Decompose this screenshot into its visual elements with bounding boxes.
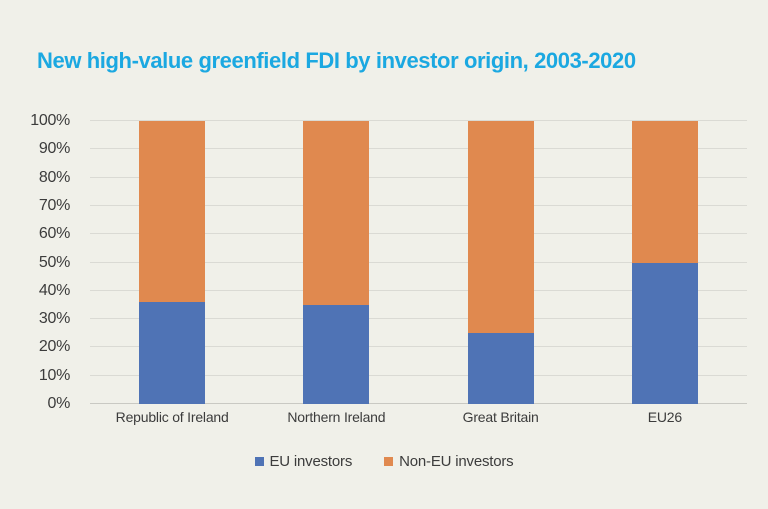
chart-title: New high-value greenfield FDI by investo… bbox=[37, 48, 636, 73]
legend-label: Non-EU investors bbox=[399, 453, 514, 470]
bar-segment-non-eu-investors bbox=[631, 121, 698, 263]
gridline-90 bbox=[90, 148, 747, 150]
x-axis-label-northern-ireland: Northern Ireland bbox=[287, 409, 386, 425]
bar-segment-eu-investors bbox=[467, 333, 534, 404]
bar-segment-non-eu-investors bbox=[467, 121, 534, 334]
bar-segment-eu-investors bbox=[139, 302, 206, 404]
stacked-bar bbox=[303, 121, 370, 404]
bar-segment-non-eu-investors bbox=[303, 121, 370, 305]
legend-item-eu-investors: EU investors bbox=[254, 453, 353, 470]
x-axis: Republic of Ireland Northern Ireland Great… bbox=[90, 409, 747, 425]
gridline-70 bbox=[90, 204, 747, 206]
bar-slot-great-britain bbox=[419, 121, 583, 404]
gridline-80 bbox=[90, 176, 747, 178]
legend-label: EU investors bbox=[269, 453, 353, 470]
bar-slot-eu26 bbox=[583, 121, 747, 404]
gridline-20 bbox=[90, 346, 747, 348]
bar-segment-non-eu-investors bbox=[139, 121, 206, 303]
bars-container bbox=[90, 121, 747, 404]
y-tick-label-100: 100% bbox=[30, 112, 70, 129]
legend-swatch-icon bbox=[254, 457, 264, 466]
legend: EU investors Non-EU investors bbox=[0, 453, 768, 470]
stacked-bar bbox=[467, 121, 534, 404]
y-tick-label-10: 10% bbox=[38, 366, 70, 384]
stacked-bar bbox=[139, 121, 206, 404]
bar-slot-northern-ireland bbox=[254, 121, 418, 404]
x-axis-label-great-britain: Great Britain bbox=[462, 409, 539, 425]
y-tick-label-50: 50% bbox=[38, 253, 70, 271]
bar-slot-republic-of-ireland bbox=[90, 121, 254, 404]
bar-segment-eu-investors bbox=[631, 262, 698, 404]
gridline-30 bbox=[90, 318, 747, 320]
y-tick-label-20: 20% bbox=[38, 338, 70, 356]
y-tick-label-40: 40% bbox=[38, 281, 70, 299]
gridline-40 bbox=[90, 289, 747, 291]
legend-item-non-eu-investors: Non-EU investors bbox=[384, 453, 514, 470]
y-tick-label-70: 70% bbox=[38, 196, 70, 214]
gridline-50 bbox=[90, 261, 747, 263]
legend-swatch-icon bbox=[384, 457, 394, 466]
plot-area bbox=[90, 120, 747, 404]
stacked-bar bbox=[631, 121, 698, 404]
gridline-10 bbox=[90, 374, 747, 376]
y-tick-label-0: 0% bbox=[47, 395, 70, 412]
y-tick-label-60: 60% bbox=[38, 225, 70, 243]
x-axis-label-eu26: EU26 bbox=[647, 409, 682, 425]
bar-segment-eu-investors bbox=[303, 304, 370, 404]
y-tick-label-80: 80% bbox=[38, 168, 70, 186]
gridline-60 bbox=[90, 233, 747, 235]
gridline-0 bbox=[90, 403, 747, 404]
y-tick-label-90: 90% bbox=[38, 140, 70, 158]
y-tick-label-30: 30% bbox=[38, 310, 70, 328]
gridline-100 bbox=[90, 120, 747, 121]
y-axis: 0% 10% 20% 30% 40% 50% 60% 70% 80% 90% 100% bbox=[0, 112, 80, 412]
x-axis-label-republic-of-ireland: Republic of Ireland bbox=[115, 409, 229, 425]
